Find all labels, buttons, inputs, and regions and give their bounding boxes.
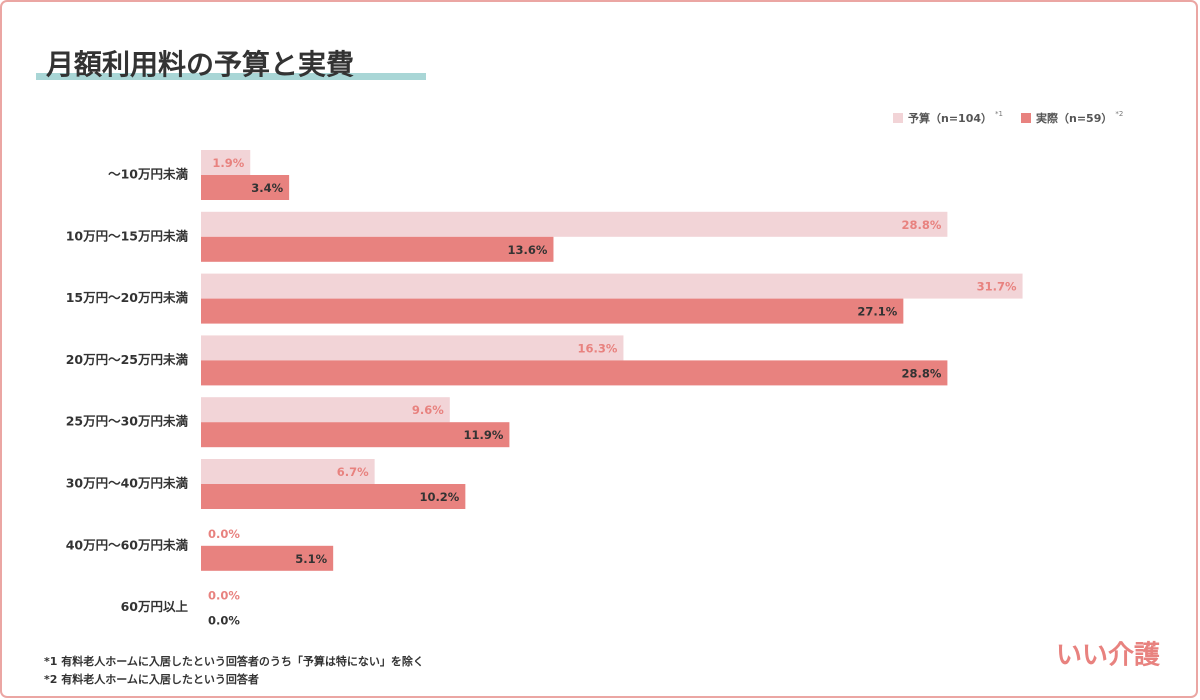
bar — [201, 484, 466, 509]
category-label: 10万円～15万円未満 — [66, 228, 189, 243]
bar — [201, 150, 251, 175]
value-label: 0.0% — [208, 589, 240, 603]
category-label: 60万円以上 — [121, 599, 189, 614]
title-underline — [36, 73, 426, 80]
legend-note: *1 — [995, 110, 1003, 118]
category-label: 30万円～40万円未満 — [66, 476, 189, 491]
value-label: 16.3% — [578, 341, 618, 355]
value-label: 1.9% — [212, 156, 244, 170]
bar — [201, 360, 948, 386]
bar — [201, 175, 290, 200]
value-label: 0.0% — [208, 527, 240, 541]
bar — [201, 211, 948, 237]
bar — [201, 422, 510, 448]
category-label: 40万円～60万円未満 — [66, 537, 189, 552]
value-label: 27.1% — [857, 305, 897, 319]
legend-swatch — [1021, 113, 1031, 123]
legend-label: 実際（n=59） — [1036, 111, 1112, 125]
value-label: 31.7% — [977, 280, 1017, 294]
value-label: 11.9% — [464, 428, 504, 442]
value-label: 13.6% — [508, 243, 548, 257]
legend-swatch — [893, 113, 903, 123]
value-label: 6.7% — [337, 465, 369, 479]
value-label: 28.8% — [901, 366, 941, 380]
footnote: *1 有料老人ホームに入居したという回答者のうち「予算は特にない」を除く — [44, 654, 424, 668]
logo: いい介護 — [1056, 641, 1161, 671]
legend-note: *2 — [1115, 110, 1123, 118]
value-label: 10.2% — [419, 490, 459, 504]
bar — [201, 459, 375, 484]
legend-label: 予算（n=104） — [908, 111, 992, 125]
value-label: 0.0% — [208, 614, 240, 628]
bar — [201, 298, 904, 324]
footnote: *2 有料老人ホームに入居したという回答者 — [44, 672, 259, 686]
category-label: ～10万円未満 — [108, 167, 188, 182]
bar — [201, 335, 624, 361]
value-label: 5.1% — [295, 552, 327, 566]
category-label: 20万円～25万円未満 — [66, 352, 189, 367]
category-label: 15万円～20万円未満 — [66, 290, 189, 305]
bar — [201, 273, 1023, 299]
bar — [201, 236, 554, 262]
value-label: 28.8% — [901, 218, 941, 232]
category-label: 25万円～30万円未満 — [66, 414, 189, 429]
value-label: 3.4% — [251, 181, 283, 195]
bar — [201, 397, 450, 423]
value-label: 9.6% — [412, 403, 444, 417]
chart-title: 月額利用料の予算と実費 — [45, 48, 354, 81]
bar — [201, 545, 334, 571]
